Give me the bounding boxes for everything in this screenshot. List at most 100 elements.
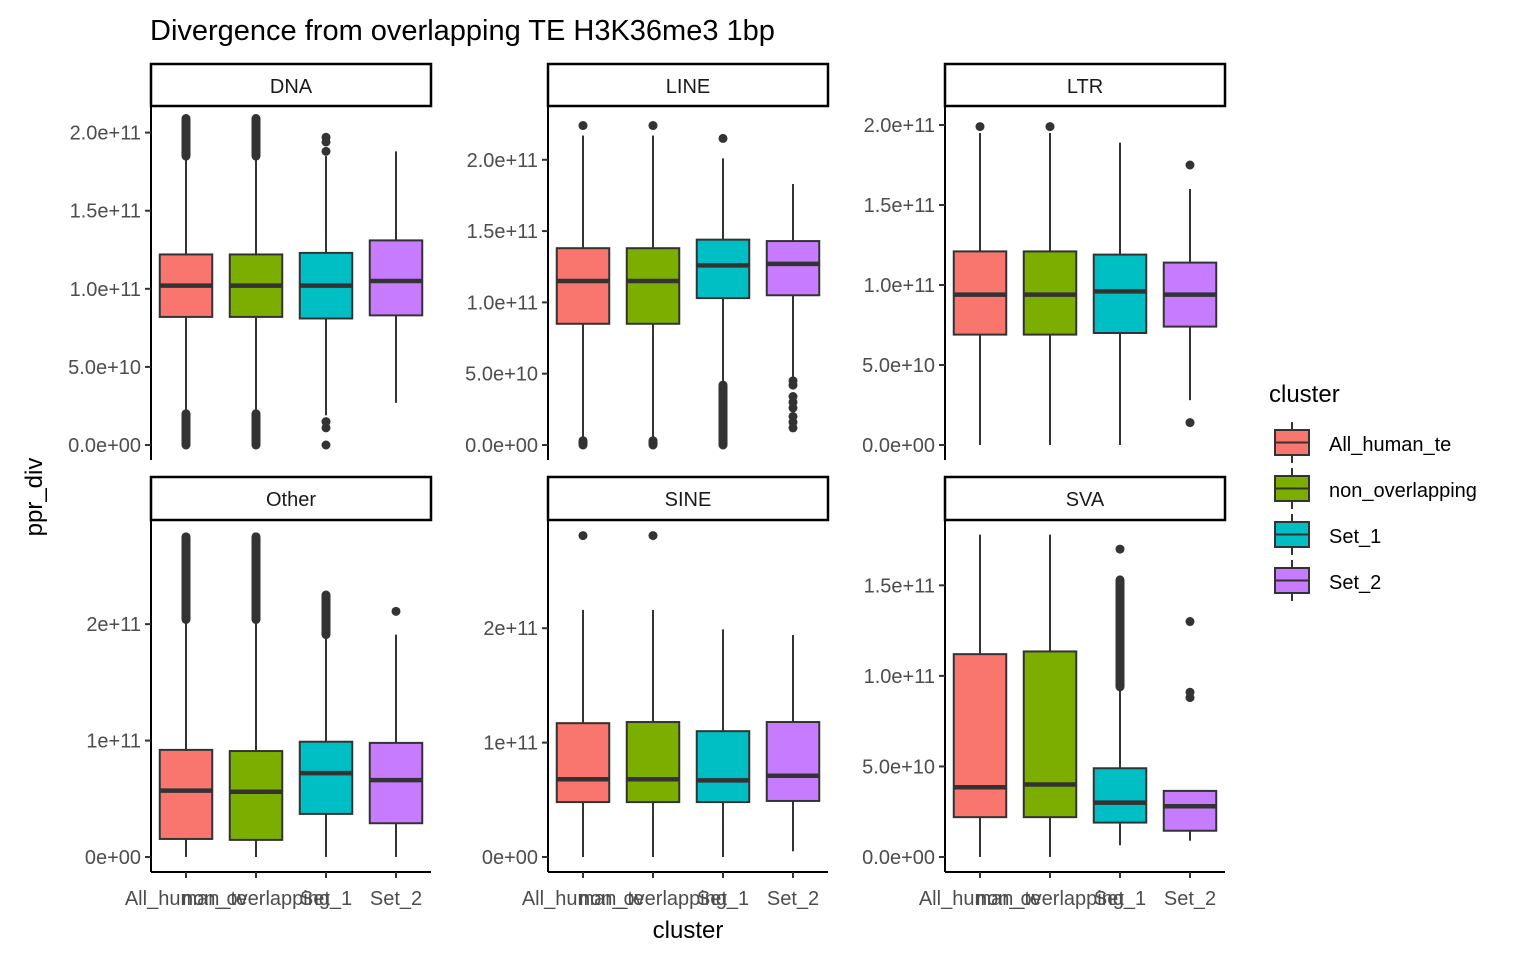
legend-item-all_human_te: All_human_te [1274,422,1451,463]
box-set_2: Set_2 [1162,617,1218,910]
box-iqr [625,247,681,325]
box-set_2 [765,184,821,433]
y-tick-label: 1.0e+11 [864,275,935,297]
facet-strip [149,475,433,522]
y-tick-label: 0e+00 [482,847,538,869]
y-tick-label: 0.0e+00 [862,435,935,457]
x-tick-label: non_overlapping [976,888,1124,910]
outlier-point [648,121,658,131]
box-iqr [952,653,1008,819]
x-tick-label: Set_1 [1094,888,1146,910]
outlier-point [321,440,331,450]
box-all_human_te: All_human_te [125,532,247,910]
box-set_1 [1092,142,1148,445]
box-non_overlapping: non_overlapping [579,531,727,910]
y-tick-label: 0.0e+00 [68,435,141,457]
facet-strip [546,62,830,108]
box-non_overlapping [228,114,284,450]
x-tick-label: non_overlapping [579,888,727,910]
legend-label: All_human_te [1329,434,1451,456]
box-iqr [298,740,354,815]
facet-sine: SINE 0e+00 1e+11 2e+11 All_human_tenon_overl… [482,475,830,910]
outlier-point [391,606,401,616]
legend-label: Set_1 [1329,526,1381,548]
legend: cluster All_human_te non_overlapping Set_1… [1269,381,1477,601]
box-non_overlapping: non_overlapping [182,532,330,910]
y-tick-label: 2.0e+11 [864,115,935,137]
outlier-point [975,122,985,132]
outlier-point [648,531,658,541]
facet-strip-label: LTR [1067,76,1103,98]
box-iqr [1092,253,1148,335]
box-iqr [555,722,611,804]
outlier-point [321,132,331,142]
x-tick-label: Set_1 [300,888,352,910]
outlier-point [788,376,798,386]
box-set_2 [1162,160,1218,428]
box-iqr [158,748,214,840]
box-iqr [1162,789,1218,832]
legend-label: non_overlapping [1329,480,1477,502]
box-set_2 [368,151,424,403]
box-iqr [228,750,284,841]
facet-strip [943,475,1227,522]
box-set_1: Set_1 [298,590,354,910]
y-tick-label: 5.0e+10 [862,355,935,377]
y-tick-label: 2e+11 [483,618,538,640]
x-tick-label: Set_2 [767,888,819,910]
y-tick-label: 1e+11 [483,733,538,755]
y-axis-title: ppr_div [21,458,48,537]
box-iqr [695,730,751,804]
facet-ltr: LTR 0.0e+00 5.0e+10 1.0e+11 1.5e+11 2.0e+11 [862,62,1227,460]
outlier-point [788,411,798,421]
box-all_human_te [158,114,214,450]
box-set_1: Set_1 [1092,544,1148,910]
box-iqr [368,741,424,825]
chart-title: Divergence from overlapping TE H3K36me3 … [150,15,775,47]
legend-title: cluster [1269,381,1340,408]
facet-strip-label: SINE [665,489,712,511]
x-tick-label: non_overlapping [182,888,330,910]
facet-strip [546,475,830,522]
y-tick-label: 1.5e+11 [467,221,538,243]
x-tick-label: Set_1 [697,888,749,910]
outlier-point [1045,122,1055,132]
outlier-point [1185,687,1195,697]
y-tick-label: 2.0e+11 [467,150,538,172]
box-all_human_te: All_human_te [522,531,644,910]
outlier-point [321,146,331,156]
box-non_overlapping [1022,122,1078,445]
box-all_human_te: All_human_te [919,534,1041,910]
box-set_1 [695,133,751,450]
y-tick-label: 1.0e+11 [467,292,538,314]
x-tick-label: Set_2 [1164,888,1216,910]
facets: DNA0.0e+005.0e+101.0e+111.5e+112.0e+11LI… [68,62,1227,910]
outlier-point [1185,617,1195,627]
outlier-point [321,417,331,427]
facet-strip [149,62,433,108]
x-tick-label: All_human_te [522,888,644,910]
x-tick-label: Set_2 [370,888,422,910]
box-iqr [765,721,821,802]
box-set_1: Set_1 [695,629,751,910]
y-tick-label: 1.0e+11 [864,666,935,688]
outlier-point [1185,418,1195,428]
outlier-point [1115,544,1125,554]
y-tick-label: 2.0e+11 [70,123,141,145]
outlier-point [321,423,331,433]
facet-strip-label: SVA [1066,489,1105,511]
facet-strip-label: LINE [666,76,710,98]
y-tick-label: 1.0e+11 [70,279,141,301]
facet-strip [943,62,1227,108]
box-non_overlapping: non_overlapping [976,534,1124,910]
legend-item-set_2: Set_2 [1274,560,1381,601]
y-tick-label: 1.5e+11 [70,201,141,223]
y-tick-label: 1.5e+11 [864,195,935,217]
y-tick-label: 5.0e+10 [68,357,141,379]
x-tick-label: All_human_te [919,888,1041,910]
box-iqr [555,247,611,325]
facet-dna: DNA 0.0e+00 5.0e+10 1.0e+11 1.5e+11 2.0e+11 [68,62,433,460]
box-set_2: Set_2 [368,606,424,910]
outlier-point [578,121,588,131]
